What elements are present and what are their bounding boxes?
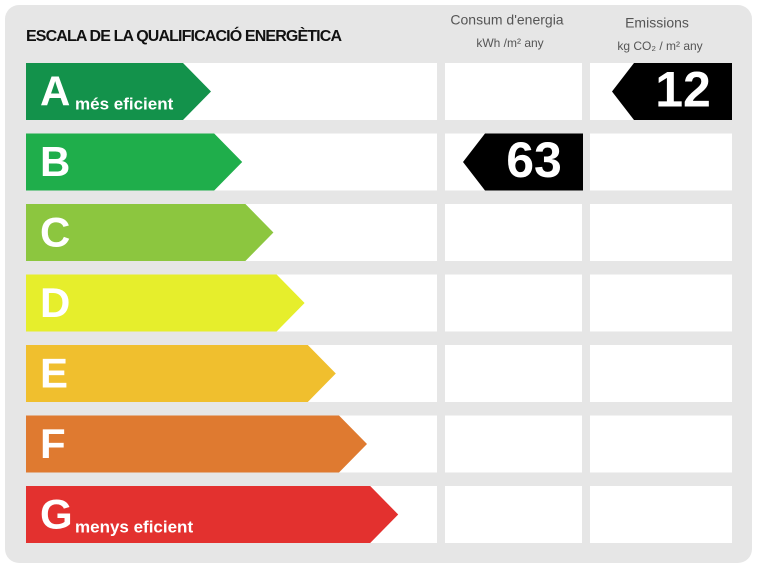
rating-value: 63	[506, 132, 562, 188]
rating-letter: B	[40, 138, 70, 185]
rating-note: menys eficient	[75, 517, 193, 536]
emissions-cell	[590, 415, 732, 473]
rating-arrow	[26, 204, 274, 261]
rating-letter: C	[40, 209, 70, 256]
column-title: Emissions	[625, 15, 689, 31]
rating-letter: F	[40, 420, 66, 467]
emissions-cell	[590, 204, 732, 261]
consumption-cell	[445, 345, 582, 402]
rating-note: més eficient	[75, 94, 174, 113]
emissions-cell	[590, 345, 732, 402]
column-unit: kWh /m² any	[476, 36, 543, 50]
consumption-cell	[445, 204, 582, 261]
rating-indicator	[463, 133, 583, 191]
column-title: Consum d'energia	[450, 12, 563, 28]
rating-letter: E	[40, 350, 68, 397]
emissions-cell	[590, 486, 732, 543]
consumption-cell	[445, 415, 582, 473]
column-unit: kg CO₂ / m² any	[617, 39, 702, 53]
rating-letter: D	[40, 279, 70, 326]
rating-arrow	[26, 486, 399, 543]
rating-indicator	[612, 63, 732, 120]
rating-letter: G	[40, 491, 73, 538]
rating-arrow	[26, 63, 211, 120]
rating-arrow	[26, 415, 367, 473]
rating-value: 12	[655, 62, 711, 118]
consumption-cell	[445, 63, 582, 120]
consumption-cell	[445, 486, 582, 543]
rating-arrow	[26, 345, 336, 402]
title: ESCALA DE LA QUALIFICACIÓ ENERGÈTICA	[26, 26, 342, 45]
consumption-cell	[445, 274, 582, 332]
rating-arrow	[26, 133, 243, 191]
rating-arrow	[26, 274, 305, 332]
emissions-cell	[590, 274, 732, 332]
rating-letter: A	[40, 68, 70, 115]
emissions-cell	[590, 133, 732, 191]
